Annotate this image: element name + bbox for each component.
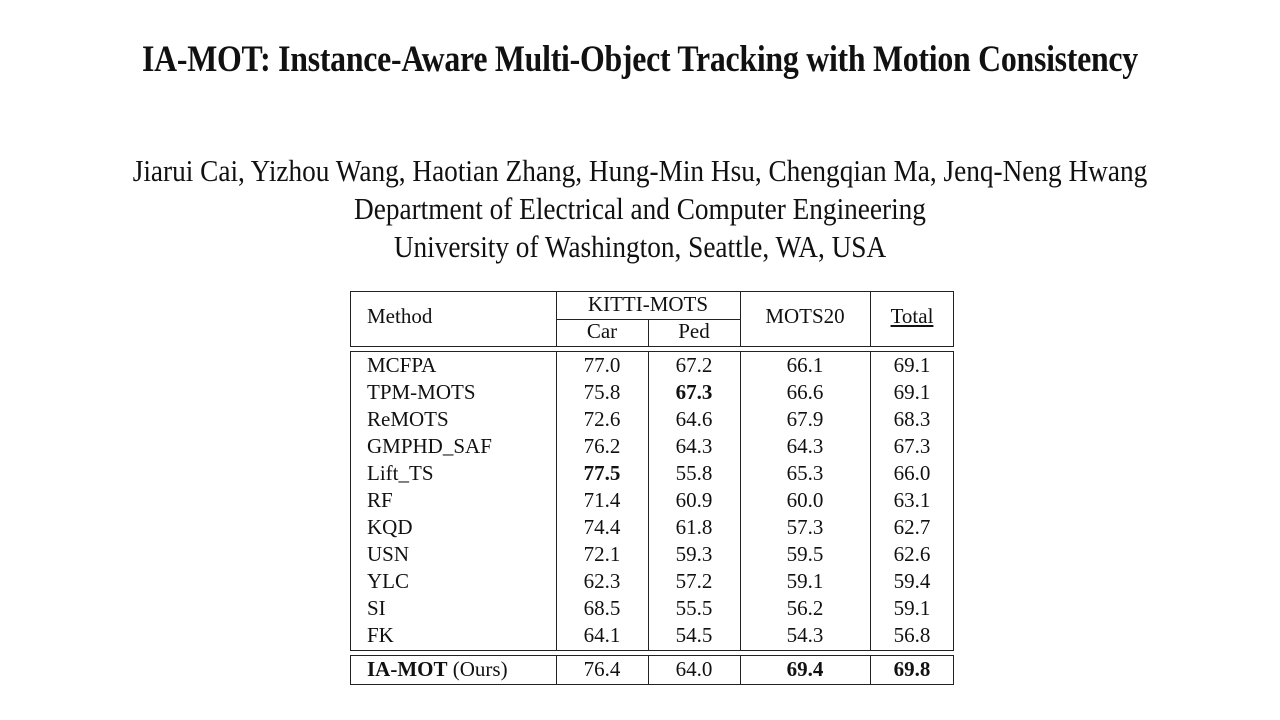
cell-total: 67.3 [893,434,931,458]
table-ours-row: IA-MOT (Ours) 76.4 64.0 69.4 69.8 [350,655,954,685]
cell-mots20: 54.3 [786,623,824,647]
cell-ped: 64.3 [675,434,713,458]
cell-total: 62.7 [893,515,931,539]
cell-mots20: 66.1 [786,353,824,377]
table-row: GMPHD_SAF 76.2 64.3 64.3 67.3 [351,433,953,460]
cell-method: GMPHD_SAF [367,434,492,458]
cell-total: 63.1 [893,488,931,512]
ours-method-suffix: (Ours) [452,657,508,681]
cell-total: 59.1 [893,596,931,620]
ours-total: 69.8 [893,657,931,681]
department: Department of Electrical and Computer En… [354,191,926,226]
cell-method: MCFPA [367,353,437,377]
table-row: USN 72.1 59.3 59.5 62.6 [351,541,953,568]
cell-method: USN [367,542,410,566]
cell-total: 59.4 [893,569,931,593]
cell-method: SI [367,596,386,620]
cell-total: 56.8 [893,623,931,647]
cell-car: 64.1 [583,623,621,647]
results-table: Method KITTI-MOTS Car Ped MOTS20 Total M… [350,291,954,685]
cell-car: 72.1 [583,542,621,566]
cell-ped: 67.2 [675,353,713,377]
cell-ped: 57.2 [675,569,713,593]
cell-total: 68.3 [893,407,931,431]
author-block: Jiarui Cai, Yizhou Wang, Haotian Zhang, … [0,152,1280,266]
cell-total: 62.6 [893,542,931,566]
table-row: TPM-MOTS 75.8 67.3 66.6 69.1 [351,379,953,406]
table-row: Lift_TS 77.5 55.8 65.3 66.0 [351,460,953,487]
cell-ped: 55.5 [675,596,713,620]
cell-car: 74.4 [583,515,621,539]
cell-car: 75.8 [583,380,621,404]
cell-mots20: 60.0 [786,488,824,512]
header-mots20: MOTS20 [765,304,845,328]
table-row: YLC 62.3 57.2 59.1 59.4 [351,568,953,595]
cell-method: YLC [367,569,409,593]
cell-car: 62.3 [583,569,621,593]
cell-mots20: 64.3 [786,434,824,458]
ours-mots20: 69.4 [786,657,824,681]
cell-mots20: 67.9 [786,407,824,431]
cell-car: 77.0 [583,353,621,377]
cell-total: 66.0 [893,461,931,485]
table-row: KQD 74.4 61.8 57.3 62.7 [351,514,953,541]
cell-total: 69.1 [893,380,931,404]
table-row: ReMOTS 72.6 64.6 67.9 68.3 [351,406,953,433]
cell-ped: 61.8 [675,515,713,539]
cell-ped: 59.3 [675,542,713,566]
cell-ped: 64.6 [675,407,713,431]
table-header: Method KITTI-MOTS Car Ped MOTS20 Total [350,291,954,347]
cell-mots20: 57.3 [786,515,824,539]
header-ped: Ped [678,319,710,343]
cell-method: Lift_TS [367,461,434,485]
author-list: Jiarui Cai, Yizhou Wang, Haotian Zhang, … [132,153,1148,188]
table-body: MCFPA 77.0 67.2 66.1 69.1 TPM-MOTS 75.8 67.3 66.… [350,351,954,651]
cell-mots20: 59.1 [786,569,824,593]
cell-ped: 60.9 [675,488,713,512]
ours-method-name: IA-MOT [367,657,448,681]
cell-method: TPM-MOTS [367,380,476,404]
cell-method: KQD [367,515,413,539]
ours-method: IA-MOT (Ours) [367,656,508,683]
cell-mots20: 66.6 [786,380,824,404]
cell-total: 69.1 [893,353,931,377]
table-row: MCFPA 77.0 67.2 66.1 69.1 [351,352,953,379]
cell-method: FK [367,623,394,647]
table-row: FK 64.1 54.5 54.3 56.8 [351,622,953,649]
university: University of Washington, Seattle, WA, U… [393,229,887,264]
cell-mots20: 56.2 [786,596,824,620]
cell-car: 71.4 [583,488,621,512]
cell-car: 68.5 [583,596,621,620]
cell-car: 76.2 [583,434,621,458]
ours-car: 76.4 [583,657,621,681]
cell-car: 77.5 [583,461,621,485]
cell-method: ReMOTS [367,407,449,431]
table-row: SI 68.5 55.5 56.2 59.1 [351,595,953,622]
cell-ped: 55.8 [675,461,713,485]
ours-ped: 64.0 [675,657,713,681]
cell-ped: 67.3 [675,380,713,404]
paper-title: IA-MOT: Instance-Aware Multi-Object Trac… [142,39,1138,80]
header-kitti-mots: KITTI-MOTS [587,292,709,316]
header-method: Method [367,304,433,328]
cell-mots20: 65.3 [786,461,824,485]
cell-car: 72.6 [583,407,621,431]
cell-ped: 54.5 [675,623,713,647]
cell-method: RF [367,488,393,512]
cell-mots20: 59.5 [786,542,824,566]
header-car: Car [586,319,618,343]
table-row: RF 71.4 60.9 60.0 63.1 [351,487,953,514]
header-total: Total [890,304,934,328]
